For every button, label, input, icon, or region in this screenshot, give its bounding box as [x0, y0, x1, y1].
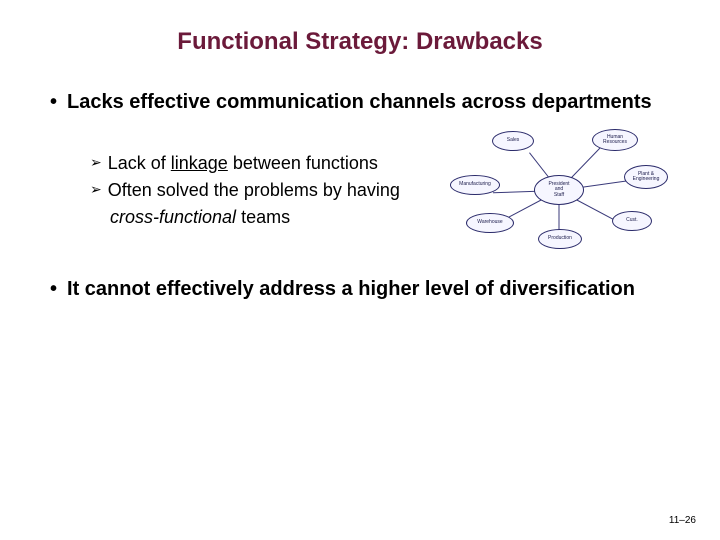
bullet-1-text: Lacks effective communication channels a…	[67, 90, 652, 115]
sub-2-text: Often solved the problems by having	[108, 178, 400, 203]
bullet-1: • Lacks effective communication channels…	[50, 90, 670, 115]
diagram-node-production: Production	[538, 229, 582, 249]
diagram-node-hr: HumanResources	[592, 129, 638, 151]
sub-1-underlined: linkage	[171, 153, 228, 173]
sub-item-1: ➢ Lack of linkage between functions	[90, 151, 450, 176]
org-diagram: PresidentandStaff Sales HumanResources M…	[444, 125, 674, 253]
sub-lines: ➢ Lack of linkage between functions ➢ Of…	[90, 151, 450, 231]
bullet-2-text: It cannot effectively address a higher l…	[67, 277, 635, 302]
diagram-node-plant: Plant &Engineering	[624, 165, 668, 189]
bullet-2: • It cannot effectively address a higher…	[50, 277, 670, 302]
diagram-center-node: PresidentandStaff	[534, 175, 584, 205]
diagram-node-sales: Sales	[492, 131, 534, 151]
sub-1-prefix: Lack of	[108, 153, 171, 173]
diagram-node-customer: Cust.	[612, 211, 652, 231]
sub-1-suffix: between functions	[228, 153, 378, 173]
bullet-dot-icon: •	[50, 90, 57, 114]
sub-2-rest: teams	[236, 207, 290, 227]
sub-item-2: ➢ Often solved the problems by having	[90, 178, 450, 203]
slide-title: Functional Strategy: Drawbacks	[0, 0, 720, 76]
bullet-dot-icon: •	[50, 277, 57, 301]
sub-2-continuation: cross-functional teams	[90, 205, 450, 230]
sub-2-italic: cross-functional	[110, 207, 236, 227]
sub-1-text: Lack of linkage between functions	[108, 151, 378, 176]
arrow-icon: ➢	[90, 178, 102, 200]
page-number: 11–26	[669, 515, 696, 526]
diagram-node-warehouse: Warehouse	[466, 213, 514, 233]
slide-content: • Lacks effective communication channels…	[0, 76, 720, 302]
diagram-node-manufacturing: Manufacturing	[450, 175, 500, 195]
bullet-1-sub-block: ➢ Lack of linkage between functions ➢ Of…	[50, 123, 670, 231]
arrow-icon: ➢	[90, 151, 102, 173]
